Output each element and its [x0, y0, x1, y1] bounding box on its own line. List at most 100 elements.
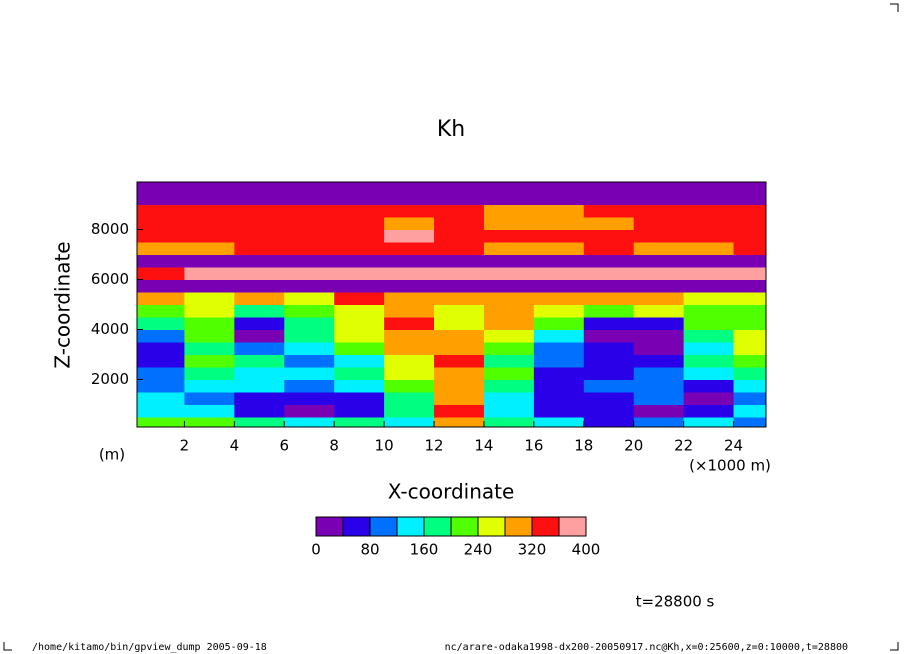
field-cell — [234, 204, 285, 218]
field-cell — [583, 354, 635, 368]
field-cell — [137, 379, 185, 393]
field-cell — [633, 354, 685, 368]
field-cell — [533, 292, 585, 305]
field-cell — [483, 292, 535, 305]
field-cell — [733, 404, 766, 418]
field-cell — [633, 317, 685, 330]
field-cell — [234, 317, 285, 330]
field-cell — [733, 182, 766, 193]
field-cell — [533, 254, 585, 268]
field-cell — [284, 304, 335, 318]
field-cell — [483, 204, 535, 218]
field-cell — [184, 317, 235, 330]
field-cell — [284, 392, 335, 405]
field-cell — [683, 417, 735, 427]
field-cell — [733, 367, 766, 380]
field-cell — [483, 354, 535, 368]
field-cell — [184, 279, 235, 293]
field-cell — [334, 379, 385, 393]
y-unit: (m) — [99, 446, 125, 464]
colorbar-swatch — [315, 516, 344, 537]
field-cell — [184, 217, 235, 230]
field-cell — [184, 229, 235, 243]
field-cell — [733, 392, 766, 405]
x-tick-label: 16 — [524, 437, 543, 455]
field-cell — [583, 417, 635, 427]
field-cell — [137, 182, 185, 193]
field-cell — [733, 254, 766, 268]
field-cell — [184, 182, 235, 193]
field-cell — [483, 217, 535, 230]
field-cell — [683, 304, 735, 318]
field-cell — [234, 279, 285, 293]
field-cell — [384, 204, 435, 218]
footer-left: /home/kitamo/bin/gpview_dump 2005-09-18 — [32, 642, 267, 653]
field-cell — [137, 229, 185, 243]
field-cell — [683, 204, 735, 218]
colorbar-swatch — [369, 516, 398, 537]
x-tick-label: 12 — [424, 437, 443, 455]
field-cell — [683, 279, 735, 293]
field-cell — [137, 342, 185, 355]
field-cell — [284, 217, 335, 230]
field-cell — [533, 417, 585, 427]
field-cell — [583, 404, 635, 418]
field-cell — [683, 267, 735, 280]
field-cell — [633, 292, 685, 305]
field-cell — [184, 342, 235, 355]
field-cell — [583, 392, 635, 405]
colorbar-tick-label: 240 — [464, 541, 493, 559]
x-tick-label: 2 — [180, 437, 190, 455]
field-cell — [434, 379, 485, 393]
field-cell — [284, 329, 335, 343]
field-cell — [234, 417, 285, 427]
field-cell — [733, 417, 766, 427]
colorbar-swatch — [450, 516, 479, 537]
colorbar-swatch — [342, 516, 371, 537]
field-cell — [184, 267, 235, 280]
field-cell — [683, 367, 735, 380]
field-cell — [583, 342, 635, 355]
field-cell — [483, 229, 535, 243]
field-cell — [334, 367, 385, 380]
field-cell — [533, 342, 585, 355]
field-cell — [384, 342, 435, 355]
colorbar-swatch — [504, 516, 533, 537]
field-cell — [583, 192, 635, 205]
field-cell — [184, 304, 235, 318]
field-cell — [234, 254, 285, 268]
field-cell — [384, 254, 435, 268]
field-cell — [234, 404, 285, 418]
field-cell — [384, 392, 435, 405]
field-cell — [683, 342, 735, 355]
field-cell — [533, 229, 585, 243]
field-cell — [733, 242, 766, 255]
field-cell — [583, 304, 635, 318]
field-cell — [533, 267, 585, 280]
field-cell — [583, 254, 635, 268]
y-tick-label: 6000 — [91, 270, 129, 288]
field-cell — [633, 417, 685, 427]
field-cell — [633, 204, 685, 218]
field-cell — [733, 354, 766, 368]
field-cell — [434, 279, 485, 293]
field-cell — [683, 192, 735, 205]
x-tick-label: 10 — [375, 437, 394, 455]
y-axis-label: Z-coordinate — [51, 241, 75, 368]
field-cell — [284, 229, 335, 243]
field-cell — [284, 204, 335, 218]
field-cell — [533, 182, 585, 193]
footer-right: nc/arare-odaka1998-dx200-20050917.nc@Kh,… — [445, 642, 848, 653]
field-cell — [683, 404, 735, 418]
field-cell — [434, 329, 485, 343]
field-cell — [434, 317, 485, 330]
field-cell — [137, 279, 185, 293]
field-cell — [583, 204, 635, 218]
field-cell — [334, 217, 385, 230]
field-cell — [384, 404, 435, 418]
field-cell — [583, 379, 635, 393]
field-cell — [434, 204, 485, 218]
field — [137, 182, 766, 427]
field-cell — [434, 254, 485, 268]
